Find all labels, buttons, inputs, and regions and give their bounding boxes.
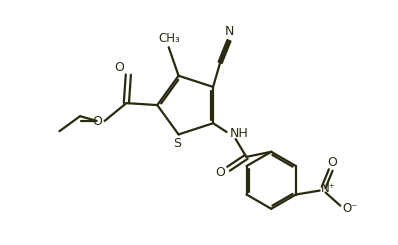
Text: CH₃: CH₃ [158, 32, 180, 45]
Text: O⁻: O⁻ [342, 202, 358, 215]
Text: O: O [327, 156, 337, 169]
Text: S: S [173, 137, 181, 150]
Text: N: N [224, 25, 234, 38]
Text: NH: NH [230, 127, 249, 140]
Text: N⁺: N⁺ [321, 182, 336, 195]
Text: O: O [93, 115, 102, 128]
Text: O: O [216, 166, 226, 179]
Text: O: O [115, 61, 125, 74]
